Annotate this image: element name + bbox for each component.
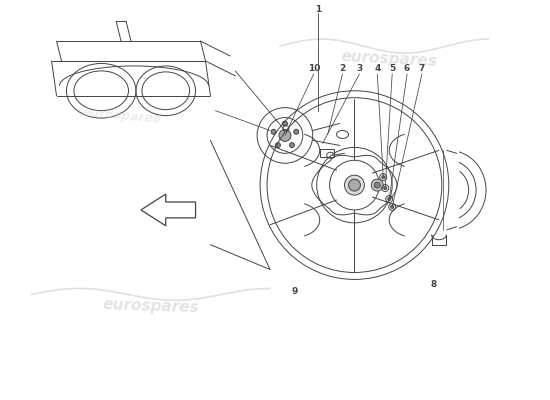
Text: 3: 3 — [356, 64, 362, 74]
Circle shape — [276, 143, 280, 148]
Text: 5: 5 — [389, 64, 395, 74]
Text: 1: 1 — [315, 5, 321, 14]
Circle shape — [294, 129, 299, 134]
Circle shape — [279, 130, 291, 142]
Text: 2: 2 — [339, 64, 345, 74]
Circle shape — [271, 129, 276, 134]
Circle shape — [390, 206, 394, 208]
Circle shape — [388, 198, 390, 200]
Circle shape — [344, 175, 364, 195]
Circle shape — [349, 179, 360, 191]
Text: eurospares: eurospares — [340, 49, 438, 69]
Circle shape — [375, 182, 380, 188]
FancyBboxPatch shape — [320, 149, 334, 157]
Text: eurospares: eurospares — [102, 297, 199, 316]
Text: 9: 9 — [292, 287, 298, 296]
Circle shape — [289, 143, 294, 148]
Text: 7: 7 — [419, 64, 425, 74]
Circle shape — [382, 176, 385, 179]
Text: eurospares: eurospares — [81, 106, 161, 126]
Text: 10: 10 — [307, 64, 320, 74]
Circle shape — [283, 121, 288, 126]
Circle shape — [371, 179, 383, 191]
Text: 6: 6 — [404, 64, 410, 74]
Text: 8: 8 — [431, 280, 437, 289]
Text: 4: 4 — [374, 64, 381, 74]
Circle shape — [384, 186, 387, 190]
